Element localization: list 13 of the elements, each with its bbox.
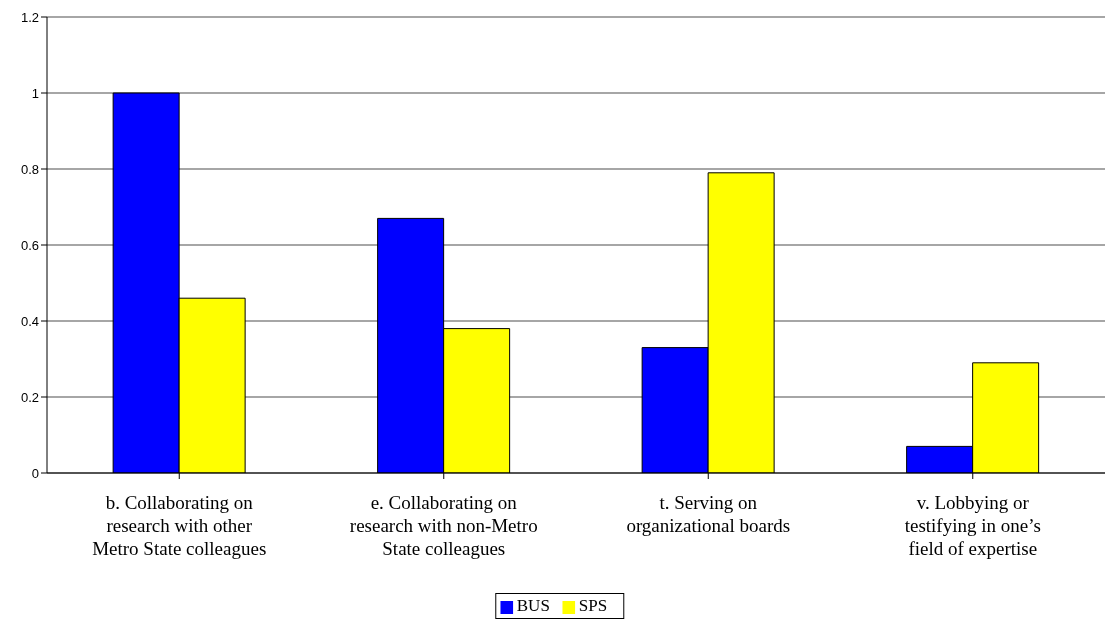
x-tick-label: t. Serving on organizational boards [626,492,791,536]
x-tick-label: v. Lobbying or testifying in one’s field of expertise [904,492,1041,559]
y-tick-label: 0.4 [20,313,39,329]
legend-label: SPS [578,596,608,615]
y-tick-label: 0.8 [20,161,39,177]
y-tick-label: 1 [31,85,39,101]
legend-label: BUS [516,596,550,615]
y-tick-label: 1.2 [20,9,39,25]
x-tick-label: b. Collaborating on research with other Metro State colleagues [92,492,267,559]
y-tick-label: 0.6 [20,237,39,253]
y-tick-label: 0.2 [20,389,39,405]
x-tick-label: e. Collaborating on research with non-Metro State colleagues [349,492,538,559]
y-tick-label: 0 [31,465,39,481]
